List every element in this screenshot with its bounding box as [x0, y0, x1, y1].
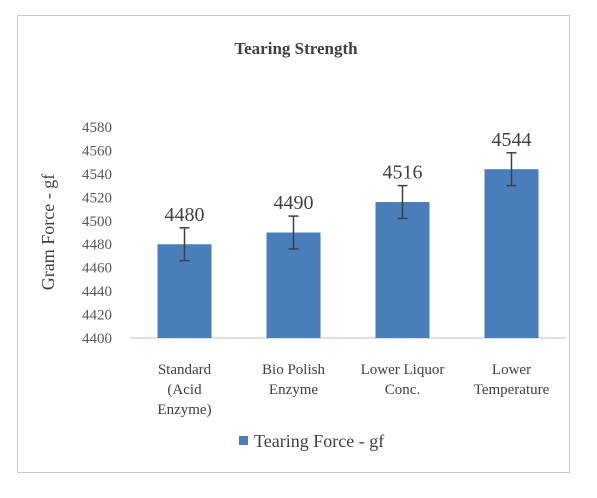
x-tick-label-line: Enzyme	[269, 382, 318, 398]
bars	[157, 169, 539, 338]
x-axis-ticks: Standard (Acid Enzyme) Bio Polish Enzyme Lowe…	[157, 362, 549, 418]
x-tick-label-line: Conc.	[385, 382, 420, 398]
y-tick-label: 4500	[82, 214, 112, 230]
x-tick-label: Lower Liquor Conc.	[361, 362, 445, 398]
y-tick-label: 4540	[82, 167, 112, 183]
bar	[375, 202, 430, 338]
y-tick-label: 4520	[82, 190, 112, 206]
y-axis-ticks: 4400 4420 4440 4460 4480 4500 4520 4540 4560 4580	[82, 120, 112, 347]
x-tick-label-line: (Acid	[167, 382, 202, 398]
x-tick-label-line: Enzyme)	[157, 402, 211, 418]
data-label: 4480	[165, 204, 205, 226]
x-tick-label-line: Bio Polish	[262, 362, 325, 378]
y-tick-label: 4440	[82, 284, 112, 300]
x-tick-label-line: Lower	[492, 362, 531, 378]
legend-swatch	[239, 436, 248, 445]
x-tick-label: Lower Temperature	[474, 362, 550, 398]
y-axis-label: Gram Force - gf	[38, 174, 58, 290]
y-tick-label: 4580	[82, 120, 112, 136]
bar	[484, 169, 539, 338]
x-tick-label-line: Lower Liquor	[361, 362, 445, 378]
legend-label: Tearing Force - gf	[254, 431, 384, 451]
legend: Tearing Force - gf	[239, 431, 384, 451]
x-tick-label: Bio Polish Enzyme	[262, 362, 325, 398]
data-label: 4544	[492, 129, 532, 151]
chart-title: Tearing Strength	[234, 39, 358, 58]
data-label: 4516	[383, 162, 423, 184]
data-labels: 4480 4490 4516 4544	[165, 129, 532, 226]
y-tick-label: 4400	[82, 331, 112, 347]
x-tick-label-line: Temperature	[474, 382, 550, 398]
y-tick-label: 4460	[82, 261, 112, 277]
y-tick-label: 4560	[82, 143, 112, 159]
x-tick-label-line: Standard	[158, 362, 212, 378]
error-bars	[179, 152, 517, 262]
x-tick-label: Standard (Acid Enzyme)	[157, 362, 211, 418]
y-tick-label: 4480	[82, 237, 112, 253]
y-tick-label: 4420	[82, 308, 112, 324]
data-label: 4490	[274, 192, 314, 214]
bar	[266, 232, 321, 338]
